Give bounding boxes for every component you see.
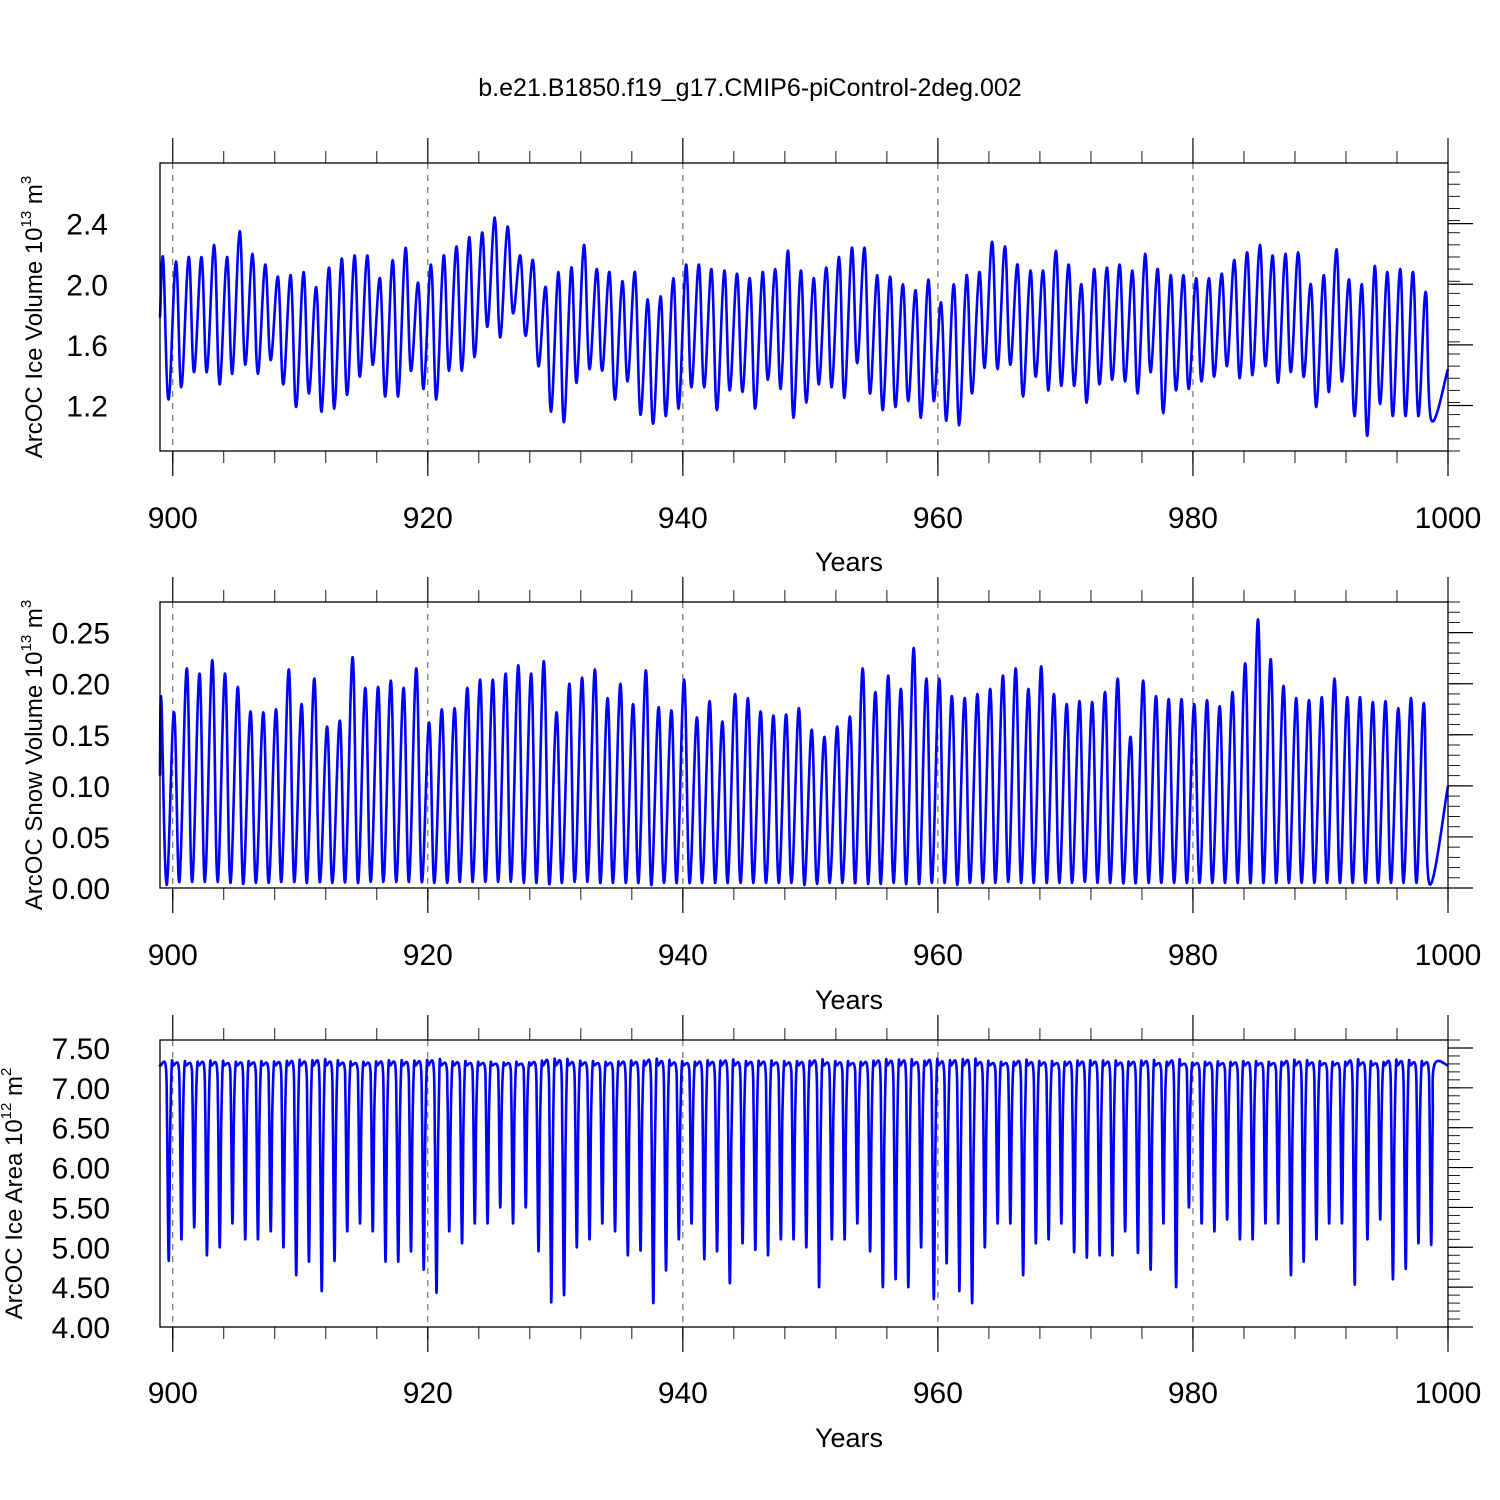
x-tick-label: 980 (1168, 1377, 1218, 1410)
y-tick-label: 0.10 (52, 771, 110, 804)
x-axis-title: Years (815, 985, 883, 1015)
x-tick-label: 900 (148, 939, 198, 972)
y-axis-title-main: ArcOC Ice Volume 10 (21, 227, 48, 458)
y-tick-label: 6.50 (52, 1113, 110, 1146)
panel-snow-volume: 900 920 940 960 980 1000 0.00 0.05 0.10 0.15 0.20 0… (18, 577, 1481, 1015)
x-tick-label: 900 (148, 502, 198, 535)
panel-ice-area: 900 920 940 960 980 1000 4.00 4.50 5.00 5.50 6.00 6… (0, 1015, 1481, 1453)
x-tick-label: 920 (403, 502, 453, 535)
y-axis-title-exponent: 13 (18, 635, 35, 652)
x-tick-label: 960 (913, 1377, 963, 1410)
y-tick-label: 0.20 (52, 669, 110, 702)
y-tick-label: 4.50 (52, 1272, 110, 1305)
x-tick-label: 960 (913, 502, 963, 535)
y-tick-label: 4.00 (52, 1312, 110, 1345)
y-tick-label: 0.00 (52, 873, 110, 906)
y-tick-label: 5.00 (52, 1232, 110, 1265)
x-tick-label: 1000 (1415, 502, 1482, 535)
panel-ice-volume: 900 920 940 960 980 1000 1.2 1.6 2.0 2.4 Years ArcO… (18, 138, 1481, 577)
x-axis-title: Years (815, 547, 883, 577)
panels: 900 920 940 960 980 1000 1.2 1.6 2.0 2.4 Years ArcO… (0, 138, 1481, 1453)
y-tick-label: 0.05 (52, 822, 110, 855)
y-axis-title-exponent: 12 (0, 1103, 15, 1120)
y-tick-label: 6.00 (52, 1153, 110, 1186)
y-axis-title-unit-exponent: 3 (18, 600, 35, 608)
y-axis-title: ArcOC Ice Volume 1013 m3 (18, 176, 48, 458)
x-tick-label: 900 (148, 1377, 198, 1410)
y-axis-title-main: ArcOC Snow Volume 10 (21, 651, 48, 910)
y-axis-title-unit-exponent: 2 (0, 1068, 15, 1076)
y-tick-label: 5.50 (52, 1192, 110, 1225)
x-tick-label: 940 (658, 939, 708, 972)
y-tick-label: 1.2 (66, 391, 108, 424)
x-tick-label: 940 (658, 1377, 708, 1410)
y-tick-label: 2.4 (66, 209, 108, 242)
x-axis-title: Years (815, 1423, 883, 1453)
plot-frame (159, 162, 1449, 452)
y-axis-title-unit: m (21, 184, 48, 211)
y-axis-title-exponent: 13 (18, 211, 35, 228)
y-tick-label: 0.15 (52, 720, 110, 753)
y-tick-label: 0.25 (52, 618, 110, 651)
y-tick-label: 7.50 (52, 1033, 110, 1066)
x-tick-label: 980 (1168, 939, 1218, 972)
x-tick-label: 920 (403, 939, 453, 972)
y-tick-label: 7.00 (52, 1073, 110, 1106)
y-axis-title-main: ArcOC Ice Area 10 (1, 1119, 28, 1319)
series-line-snow-volume (158, 618, 1450, 887)
y-axis-title: ArcOC Ice Area 1012 m2 (0, 1068, 28, 1320)
series-line-ice-volume (158, 216, 1450, 438)
y-tick-label: 1.6 (66, 330, 108, 363)
x-tick-label: 920 (403, 1377, 453, 1410)
chart-title: b.e21.B1850.f19_g17.CMIP6-piControl-2deg… (478, 74, 1021, 102)
x-tick-label: 1000 (1415, 939, 1482, 972)
y-axis-title: ArcOC Snow Volume 1013 m3 (18, 600, 48, 911)
x-tick-label: 1000 (1415, 1377, 1482, 1410)
y-axis-title-unit-exponent: 3 (18, 176, 35, 184)
y-axis-title-unit: m (1, 1076, 28, 1103)
y-tick-label: 2.0 (66, 269, 108, 302)
x-tick-label: 980 (1168, 502, 1218, 535)
x-tick-label: 940 (658, 502, 708, 535)
series-line-ice-area (158, 1057, 1449, 1305)
x-tick-label: 960 (913, 939, 963, 972)
y-axis-title-unit: m (21, 608, 48, 635)
